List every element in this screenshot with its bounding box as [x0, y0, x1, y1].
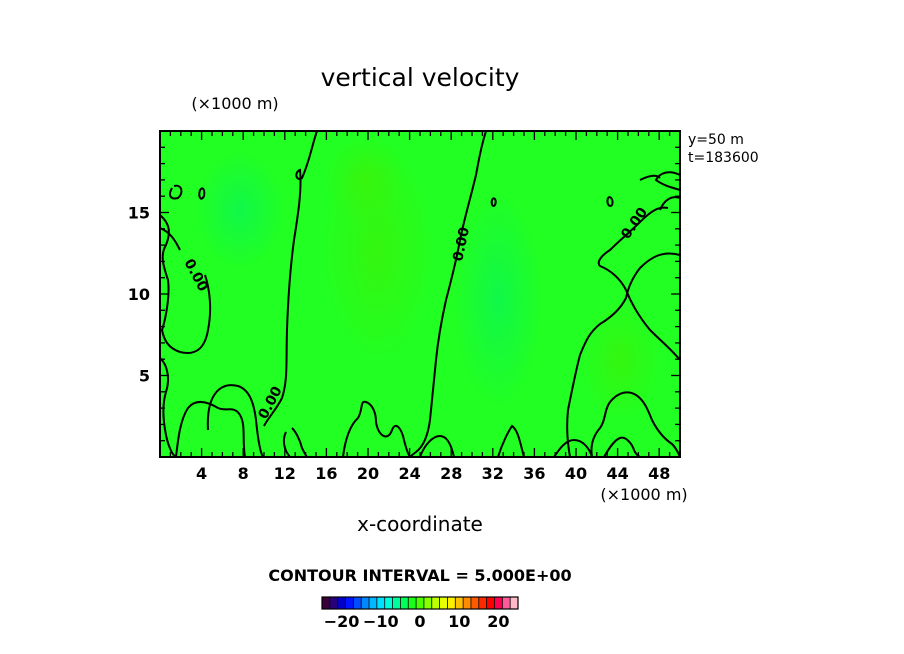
contour-line — [606, 196, 614, 207]
contour-line — [490, 197, 497, 208]
colorbar-swatch — [416, 597, 425, 609]
colorbar-swatch — [384, 597, 393, 609]
x-tick-label: 28 — [440, 464, 462, 483]
x-tick-label: 40 — [565, 464, 587, 483]
contour-line — [597, 206, 680, 361]
colorbar-swatch — [408, 597, 417, 609]
x-tick-label: 24 — [398, 464, 420, 483]
colorbar-swatch — [463, 597, 472, 609]
contour-line — [169, 184, 183, 200]
contour-line — [175, 401, 246, 457]
colorbar-swatch — [369, 597, 378, 609]
contour-line — [639, 174, 680, 211]
colorbar-swatch — [502, 597, 511, 609]
contour-line — [497, 424, 525, 457]
contour-line — [160, 214, 212, 354]
contour-line — [409, 131, 487, 457]
colorbar-swatch — [423, 597, 433, 609]
chart-title: vertical velocity — [321, 63, 520, 92]
contour-line — [553, 438, 593, 457]
colorbar-label: 0 — [414, 612, 425, 631]
velocity-field: 0.00 0.00 0.00 0.00 — [160, 131, 680, 457]
colorbar-swatch — [337, 597, 346, 609]
colorbar-swatch — [431, 597, 440, 609]
colorbar-label: 10 — [448, 612, 470, 631]
contour-line — [206, 384, 264, 457]
x-tick-label: 8 — [238, 464, 249, 483]
section-label: y=50 m — [688, 132, 744, 148]
contour-line — [160, 357, 177, 457]
colorbar-swatch — [447, 597, 456, 609]
x-tick-label: 16 — [315, 464, 337, 483]
colorbar-swatch — [439, 597, 448, 609]
contour-label: 0.00 — [450, 225, 473, 262]
x-tick-label: 32 — [482, 464, 504, 483]
x-tick-label: 44 — [606, 464, 628, 483]
colorbar-swatch — [510, 597, 519, 609]
colorbar-swatch — [376, 597, 386, 609]
contour-line — [198, 187, 206, 200]
colorbar-frame — [321, 596, 519, 610]
contour-interval-text: CONTOUR INTERVAL = 5.000E+00 — [268, 566, 571, 585]
colorbar-swatch — [361, 597, 370, 609]
colorbar-swatch — [392, 597, 401, 609]
x-unit-label: (×1000 m) — [600, 485, 687, 504]
y-tick-label: 5 — [139, 367, 150, 386]
x-tick-label: 4 — [196, 464, 207, 483]
x-tick-label: 48 — [648, 464, 670, 483]
colorbar-label: −20 — [324, 612, 360, 631]
colorbar-swatch — [478, 597, 487, 609]
colorbar-swatch — [455, 597, 464, 609]
colorbar-swatch — [470, 597, 480, 609]
colorbar-label: 20 — [487, 612, 509, 631]
field-blob — [195, 150, 285, 270]
colorbar-swatch — [486, 597, 495, 609]
colorbar-swatch — [329, 597, 338, 609]
time-label: t=183600 — [688, 150, 759, 166]
contour-line — [590, 391, 680, 457]
contour-line — [342, 400, 411, 457]
y-tick-label: 10 — [128, 285, 150, 304]
field-blob — [453, 190, 543, 410]
y-tick-label: 15 — [128, 204, 150, 223]
contour-line — [654, 171, 680, 191]
colorbar-swatch — [322, 597, 331, 609]
colorbar-swatch — [400, 597, 409, 609]
colorbar-swatch — [353, 597, 362, 609]
colorbar: −20 −10 0 10 20 — [321, 596, 519, 631]
x-tick-label: 12 — [274, 464, 296, 483]
colorbar-swatch — [345, 597, 354, 609]
colorbar-label: −10 — [363, 612, 399, 631]
contour-line — [263, 131, 318, 427]
x-axis-title: x-coordinate — [357, 512, 483, 536]
field-blob — [580, 300, 660, 420]
y-unit-label: (×1000 m) — [191, 94, 278, 113]
x-tick-label: 20 — [357, 464, 379, 483]
x-tick-label: 36 — [523, 464, 545, 483]
contour-line — [566, 252, 680, 457]
colorbar-swatch — [494, 597, 503, 609]
field-blob — [325, 135, 405, 225]
